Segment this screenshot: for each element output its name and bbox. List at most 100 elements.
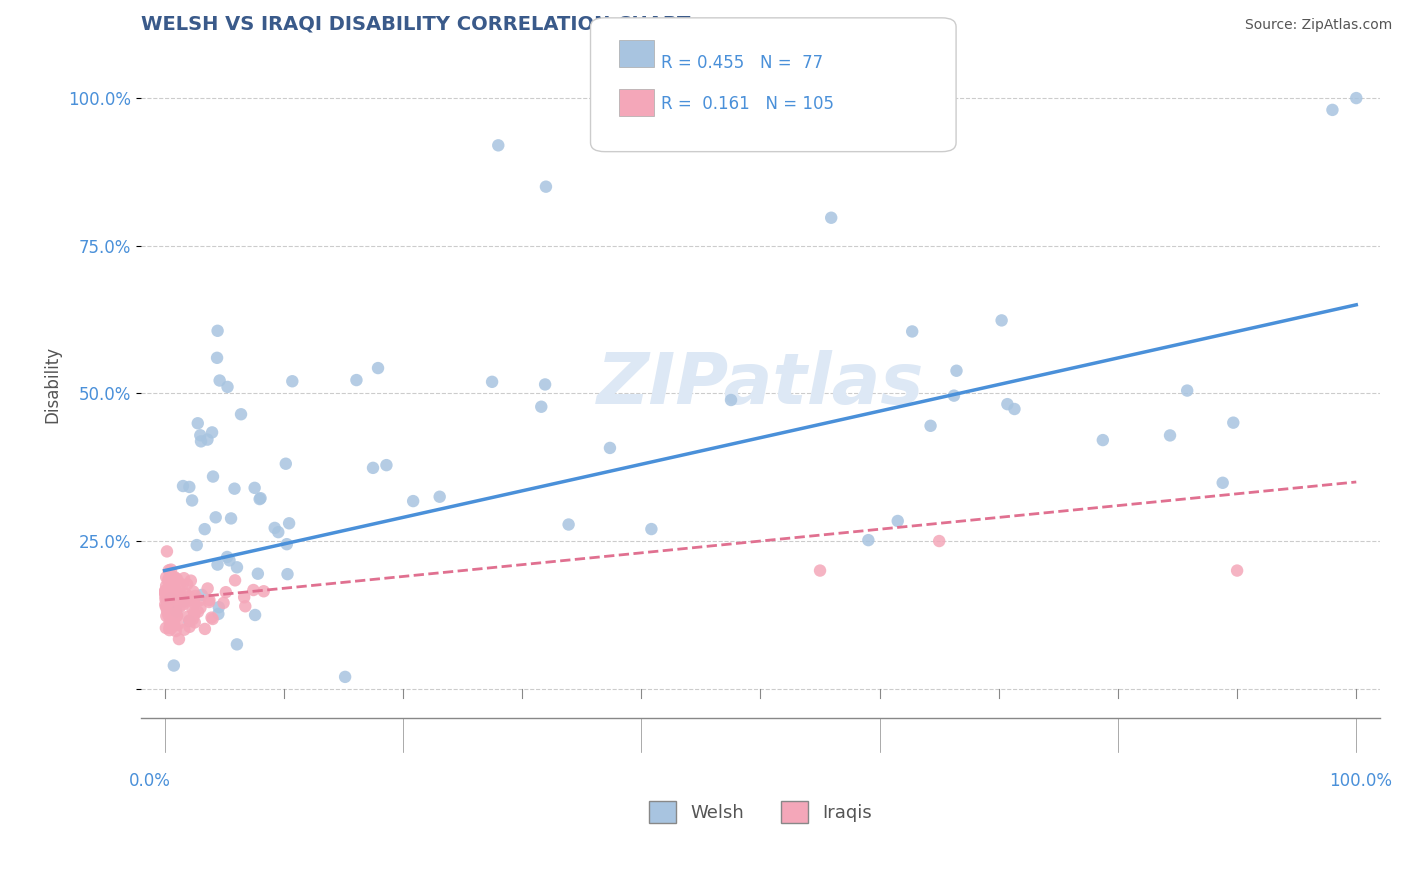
Text: ZIPatlas: ZIPatlas bbox=[596, 350, 924, 419]
Point bbox=[224, 574, 246, 588]
Point bbox=[599, 441, 621, 455]
Point bbox=[163, 599, 186, 613]
Text: WELSH VS IRAQI DISABILITY CORRELATION CHART: WELSH VS IRAQI DISABILITY CORRELATION CH… bbox=[141, 15, 690, 34]
Point bbox=[183, 606, 205, 620]
Point bbox=[201, 469, 224, 483]
Point bbox=[1222, 416, 1244, 430]
Point bbox=[263, 521, 285, 535]
Point bbox=[169, 587, 191, 601]
Point bbox=[858, 533, 880, 548]
Point bbox=[226, 637, 249, 651]
Point bbox=[184, 615, 207, 630]
Point bbox=[1004, 402, 1026, 417]
Point bbox=[155, 599, 177, 614]
Point bbox=[173, 571, 195, 585]
Point bbox=[180, 574, 202, 588]
Point bbox=[204, 510, 226, 524]
Point bbox=[1226, 564, 1249, 578]
Point bbox=[157, 575, 180, 590]
Text: R = 0.455   N =  77: R = 0.455 N = 77 bbox=[661, 54, 823, 71]
Point bbox=[233, 591, 256, 605]
Point bbox=[181, 612, 204, 626]
Point bbox=[173, 595, 195, 609]
Point bbox=[943, 389, 966, 403]
Point bbox=[156, 544, 179, 558]
Point bbox=[173, 594, 195, 608]
Point bbox=[169, 589, 191, 603]
Point bbox=[159, 621, 181, 635]
Point bbox=[155, 609, 177, 624]
Point bbox=[160, 611, 183, 625]
Point bbox=[198, 593, 221, 607]
Point bbox=[160, 621, 183, 635]
Point bbox=[640, 522, 662, 536]
Point bbox=[1212, 475, 1234, 490]
Point bbox=[990, 313, 1012, 327]
Point bbox=[179, 615, 201, 629]
Point bbox=[163, 584, 186, 599]
Point bbox=[367, 361, 389, 376]
Point bbox=[172, 597, 194, 611]
Point bbox=[820, 211, 842, 225]
Point bbox=[346, 373, 368, 387]
Point bbox=[481, 375, 503, 389]
Point bbox=[267, 525, 290, 540]
Point bbox=[166, 608, 188, 623]
Point bbox=[155, 570, 177, 584]
Point bbox=[1175, 384, 1198, 398]
Point bbox=[212, 596, 235, 610]
Point bbox=[188, 428, 211, 442]
Point bbox=[172, 579, 194, 593]
Point bbox=[163, 658, 186, 673]
Point bbox=[176, 610, 198, 624]
Point bbox=[181, 592, 204, 607]
Point bbox=[165, 604, 187, 618]
Point bbox=[187, 605, 209, 619]
Point bbox=[155, 621, 177, 635]
Point bbox=[197, 433, 219, 447]
Text: Source: ZipAtlas.com: Source: ZipAtlas.com bbox=[1244, 18, 1392, 32]
Point bbox=[162, 584, 184, 599]
Point bbox=[162, 586, 184, 600]
Point bbox=[155, 598, 177, 612]
Point bbox=[155, 579, 177, 593]
Point bbox=[163, 570, 186, 584]
Point bbox=[945, 364, 967, 378]
Point bbox=[155, 585, 177, 599]
Point bbox=[429, 490, 451, 504]
Point bbox=[534, 377, 557, 392]
Point bbox=[179, 620, 201, 634]
Point bbox=[920, 418, 942, 433]
Point bbox=[167, 632, 190, 646]
Point bbox=[181, 584, 204, 599]
Point bbox=[156, 591, 179, 606]
Point bbox=[157, 563, 180, 577]
Point bbox=[165, 571, 187, 585]
Point bbox=[808, 564, 831, 578]
Point bbox=[253, 584, 276, 599]
Point bbox=[274, 457, 297, 471]
Point bbox=[155, 584, 177, 599]
Point bbox=[159, 615, 181, 630]
Point bbox=[534, 179, 557, 194]
Point bbox=[197, 582, 219, 596]
Legend: Welsh, Iraqis: Welsh, Iraqis bbox=[643, 794, 879, 830]
Point bbox=[172, 594, 194, 608]
Point bbox=[243, 607, 266, 622]
Point bbox=[176, 577, 198, 591]
Point bbox=[155, 586, 177, 600]
Point bbox=[155, 585, 177, 599]
Point bbox=[276, 567, 298, 582]
Point bbox=[215, 585, 238, 599]
Point bbox=[333, 670, 356, 684]
Point bbox=[179, 614, 201, 628]
Point bbox=[157, 574, 180, 588]
Point bbox=[1322, 103, 1344, 117]
Point bbox=[207, 324, 229, 338]
Point bbox=[375, 458, 398, 472]
Point bbox=[224, 482, 246, 496]
Point bbox=[163, 618, 186, 632]
Point bbox=[1159, 428, 1181, 442]
Point bbox=[995, 397, 1018, 411]
Point bbox=[402, 494, 425, 508]
